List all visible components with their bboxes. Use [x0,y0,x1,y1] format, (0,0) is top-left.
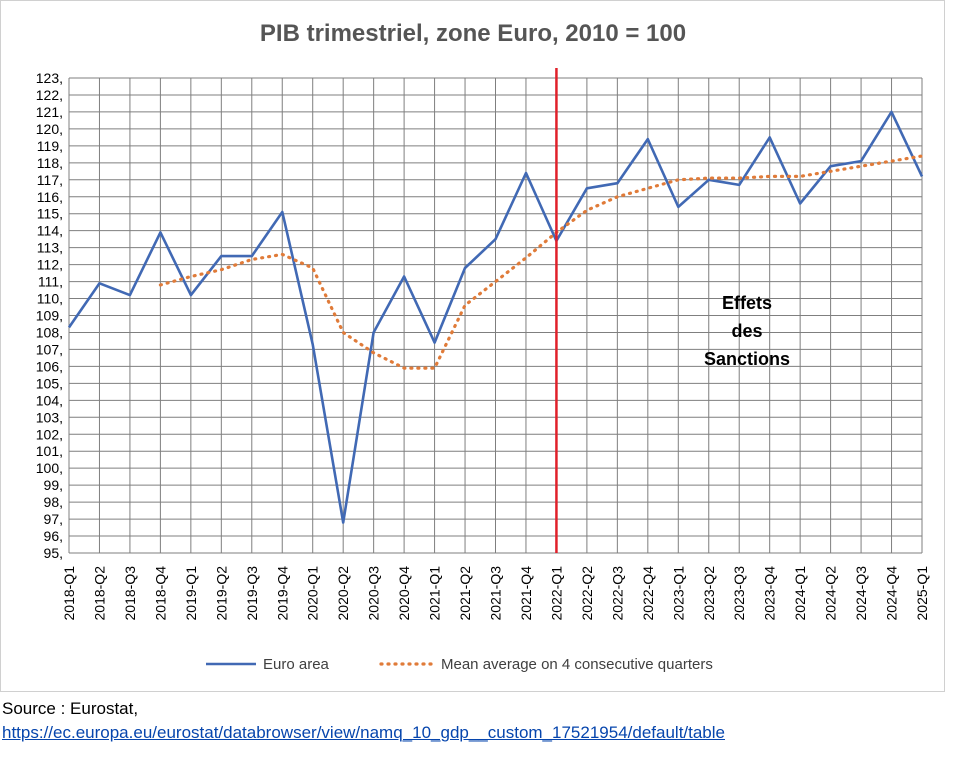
y-tick-label: 112, [37,257,63,273]
y-tick-label: 103, [36,409,63,425]
gdp-line-chart: PIB trimestriel, zone Euro, 2010 = 100 9… [36,20,930,673]
x-tick-label: 2020-Q1 [305,566,321,621]
legend-label-euro-area: Euro area [263,656,330,673]
x-tick-label: 2022-Q2 [579,566,595,621]
y-tick-label: 111, [38,274,63,290]
x-tick-label: 2022-Q1 [548,566,564,621]
annotation-line: Effets [722,293,772,313]
x-tick-label: 2019-Q2 [213,566,229,621]
x-tick-label: 2024-Q1 [792,566,808,621]
x-tick-label: 2023-Q2 [701,566,717,621]
y-tick-label: 104, [36,392,63,408]
y-tick-label: 116, [37,189,63,205]
y-tick-label: 115, [37,206,63,222]
x-tick-label: 2025-Q1 [914,566,930,621]
legend: Euro area Mean average on 4 consecutive q… [206,656,713,673]
x-tick-label: 2020-Q3 [366,566,382,621]
x-tick-label: 2018-Q4 [152,566,168,621]
series-mean-average-line [158,154,924,370]
x-tick-label: 2020-Q4 [396,566,412,621]
y-tick-label: 109, [36,308,63,324]
y-tick-label: 108, [36,324,63,340]
y-tick-label: 101, [36,443,63,459]
y-axis-ticks: 95,96,97,98,99,100,101,102,103,104,105,1… [36,70,63,561]
x-tick-label: 2018-Q1 [61,566,77,621]
chart-frame: PIB trimestriel, zone Euro, 2010 = 100 9… [0,0,945,692]
x-tick-label: 2018-Q2 [91,566,107,621]
x-tick-label: 2019-Q1 [183,566,199,621]
y-tick-label: 95, [44,545,63,561]
y-tick-label: 99, [44,477,63,493]
y-tick-label: 120, [36,121,63,137]
y-tick-label: 121, [36,104,63,120]
x-tick-label: 2023-Q1 [670,566,686,621]
x-tick-label: 2019-Q3 [244,566,260,621]
x-tick-label: 2020-Q2 [335,566,351,621]
annotation-line: Sanctions [704,349,790,369]
y-tick-label: 118, [37,155,63,171]
x-axis-ticks: 2018-Q1 2018-Q2 2018-Q3 2018-Q4 2019-Q1 2019-… [61,566,930,621]
y-tick-label: 97, [44,511,63,527]
y-tick-label: 122, [36,87,63,103]
x-tick-label: 2023-Q3 [731,566,747,621]
y-tick-label: 106, [36,358,63,374]
x-tick-label: 2019-Q4 [274,566,290,621]
y-tick-label: 110, [37,291,63,307]
y-tick-label: 123, [36,70,63,86]
y-tick-label: 98, [44,494,63,510]
source-note: Source : Eurostat, https://ec.europa.eu/… [2,697,725,745]
x-tick-label: 2021-Q1 [427,566,443,621]
x-tick-label: 2022-Q3 [609,566,625,621]
x-tick-label: 2018-Q3 [122,566,138,621]
y-tick-label: 105, [36,375,63,391]
y-tick-label: 96, [44,528,63,544]
annotation-line: des [731,321,762,341]
series-euro-area-line [67,110,924,524]
x-tick-label: 2021-Q3 [488,566,504,621]
x-tick-label: 2021-Q4 [518,566,534,621]
y-tick-label: 119, [37,138,63,154]
x-tick-label: 2021-Q2 [457,566,473,621]
y-tick-label: 102, [36,426,63,442]
source-label: Source : Eurostat, [2,699,139,718]
source-link[interactable]: https://ec.europa.eu/eurostat/databrowse… [2,723,725,742]
series-lines [67,110,924,524]
chart-title: PIB trimestriel, zone Euro, 2010 = 100 [260,20,686,47]
x-tick-label: 2023-Q4 [762,566,778,621]
y-tick-label: 114, [37,223,63,239]
x-tick-label: 2024-Q4 [884,566,900,621]
y-tick-label: 100, [36,460,63,476]
legend-label-mean-average: Mean average on 4 consecutive quarters [441,656,713,673]
y-tick-label: 117, [37,172,63,188]
annotation-effets-des-sanctions: Effets des Sanctions [704,293,790,369]
y-tick-label: 107, [36,341,63,357]
x-tick-label: 2024-Q2 [823,566,839,621]
x-tick-label: 2024-Q3 [853,566,869,621]
x-tick-label: 2022-Q4 [640,566,656,621]
y-tick-label: 113, [37,240,63,256]
grid [68,77,923,554]
